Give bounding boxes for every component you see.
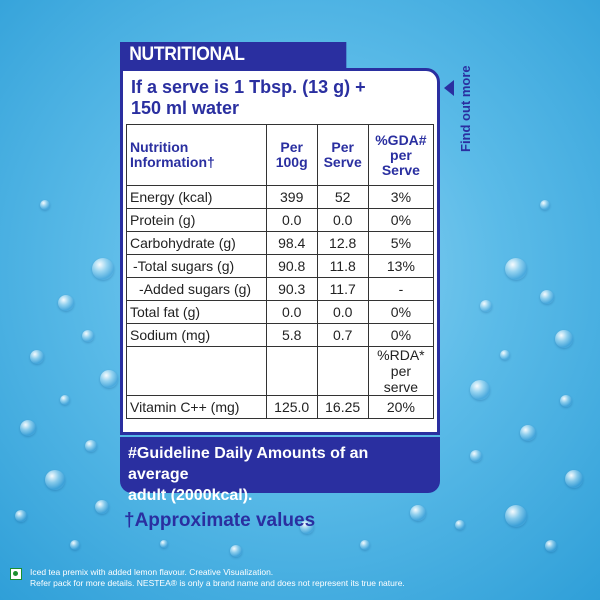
droplet bbox=[500, 350, 510, 360]
nutrition-table: Nutrition Information† Per 100g Per Serv… bbox=[126, 124, 435, 419]
gda-note-line-1: #Guideline Daily Amounts of an average bbox=[128, 445, 369, 483]
serve-size-line-1: If a serve is 1 Tbsp. (13 g) + bbox=[131, 77, 366, 97]
droplet bbox=[58, 295, 74, 311]
find-out-more-label: Find out more bbox=[458, 65, 473, 152]
table-row: Carbohydrate (g) 98.4 12.8 5% bbox=[126, 231, 435, 255]
droplet bbox=[95, 500, 109, 514]
droplet bbox=[505, 505, 527, 527]
droplet bbox=[540, 200, 550, 210]
table-row: -Total sugars (g) 90.8 11.8 13% bbox=[126, 254, 435, 278]
empty-cell bbox=[126, 346, 267, 396]
cell-per-100g: 98.4 bbox=[265, 231, 318, 255]
cell-per-serve: 0.0 bbox=[316, 300, 369, 324]
droplet bbox=[555, 330, 573, 348]
droplet bbox=[410, 505, 426, 521]
cell-gda: 13% bbox=[367, 254, 435, 278]
empty-cell bbox=[265, 346, 318, 396]
table-row: -Added sugars (g) 90.3 11.7 - bbox=[126, 277, 435, 301]
table-row: Sodium (mg) 5.8 0.7 0% bbox=[126, 323, 435, 347]
gda-note-line-2: adult (2000kcal). bbox=[128, 487, 253, 504]
nutritional-information-title: NUTRITIONAL INFORMATION bbox=[120, 42, 347, 91]
droplet bbox=[230, 545, 242, 557]
droplet bbox=[92, 258, 114, 280]
cell-per-100g: 399 bbox=[265, 185, 318, 209]
row-label: -Added sugars (g) bbox=[126, 277, 267, 301]
footer-line-2: Refer pack for more details. NESTEA® is … bbox=[30, 578, 405, 588]
droplet bbox=[30, 350, 44, 364]
droplet bbox=[40, 200, 50, 210]
header-per-100g: Per 100g bbox=[265, 124, 318, 186]
cell-gda: - bbox=[367, 277, 435, 301]
row-label: Carbohydrate (g) bbox=[126, 231, 267, 255]
row-label: Vitamin C++ (mg) bbox=[126, 395, 267, 419]
droplet bbox=[565, 470, 583, 488]
cell-per-serve: 0.0 bbox=[316, 208, 369, 232]
droplet bbox=[20, 420, 36, 436]
droplet bbox=[545, 540, 557, 552]
cell-per-serve: 11.7 bbox=[316, 277, 369, 301]
droplet bbox=[505, 258, 527, 280]
approximate-values-note: †Approximate values bbox=[124, 510, 316, 531]
veg-symbol-icon bbox=[10, 568, 22, 580]
find-out-more-tab[interactable]: Find out more bbox=[444, 65, 480, 156]
cell-per-serve: 11.8 bbox=[316, 254, 369, 278]
droplet bbox=[70, 540, 80, 550]
cell-per-serve: 52 bbox=[316, 185, 369, 209]
rda-header-row: %RDA* per serve bbox=[126, 346, 435, 396]
droplet bbox=[100, 370, 118, 388]
droplet bbox=[520, 425, 536, 441]
droplet bbox=[470, 450, 482, 462]
cell-per-100g: 0.0 bbox=[265, 208, 318, 232]
row-label: Energy (kcal) bbox=[126, 185, 267, 209]
arrow-left-icon bbox=[444, 80, 454, 96]
droplet bbox=[470, 380, 490, 400]
nutrition-card: If a serve is 1 Tbsp. (13 g) + 150 ml wa… bbox=[120, 68, 440, 435]
droplet bbox=[360, 540, 370, 550]
droplet bbox=[15, 510, 27, 522]
droplet bbox=[160, 540, 168, 548]
cell-gda: 0% bbox=[367, 300, 435, 324]
cell-per-100g: 5.8 bbox=[265, 323, 318, 347]
droplet bbox=[540, 290, 554, 304]
cell-gda: 5% bbox=[367, 231, 435, 255]
droplet bbox=[85, 440, 97, 452]
droplet bbox=[300, 520, 314, 534]
row-label: -Total sugars (g) bbox=[126, 254, 267, 278]
table-header-row: Nutrition Information† Per 100g Per Serv… bbox=[126, 124, 435, 186]
row-label: Sodium (mg) bbox=[126, 323, 267, 347]
cell-per-100g: 125.0 bbox=[265, 395, 318, 419]
table-row: Total fat (g) 0.0 0.0 0% bbox=[126, 300, 435, 324]
footer-line-1: Iced tea premix with added lemon flavour… bbox=[30, 567, 274, 577]
cell-per-100g: 0.0 bbox=[265, 300, 318, 324]
empty-cell bbox=[316, 346, 369, 396]
header-rda-per-serve: %RDA* per serve bbox=[367, 346, 435, 396]
cell-gda: 3% bbox=[367, 185, 435, 209]
droplet bbox=[560, 395, 572, 407]
table-row: Vitamin C++ (mg) 125.0 16.25 20% bbox=[126, 395, 435, 419]
droplet bbox=[480, 300, 492, 312]
row-label: Protein (g) bbox=[126, 208, 267, 232]
serve-size-line-2: 150 ml water bbox=[131, 98, 240, 118]
cell-per-serve: 0.7 bbox=[316, 323, 369, 347]
row-label: Total fat (g) bbox=[126, 300, 267, 324]
droplet bbox=[60, 395, 70, 405]
header-nutrition-information: Nutrition Information† bbox=[126, 124, 267, 186]
header-per-serve: Per Serve bbox=[316, 124, 369, 186]
gda-footnote-banner: #Guideline Daily Amounts of an average a… bbox=[120, 437, 440, 504]
footer-disclaimer: Iced tea premix with added lemon flavour… bbox=[30, 567, 590, 589]
cell-per-serve: 12.8 bbox=[316, 231, 369, 255]
table-row: Protein (g) 0.0 0.0 0% bbox=[126, 208, 435, 232]
header-gda-per-serve: %GDA# per Serve bbox=[367, 124, 435, 186]
cell-gda: 0% bbox=[367, 208, 435, 232]
cell-per-100g: 90.3 bbox=[265, 277, 318, 301]
cell-gda: 0% bbox=[367, 323, 435, 347]
droplet bbox=[82, 330, 94, 342]
serve-size-heading: If a serve is 1 Tbsp. (13 g) + 150 ml wa… bbox=[131, 77, 431, 119]
droplet bbox=[45, 470, 65, 490]
cell-per-serve: 16.25 bbox=[316, 395, 369, 419]
cell-per-100g: 90.8 bbox=[265, 254, 318, 278]
table-row: Energy (kcal) 399 52 3% bbox=[126, 185, 435, 209]
cell-rda: 20% bbox=[367, 395, 435, 419]
droplet bbox=[455, 520, 465, 530]
